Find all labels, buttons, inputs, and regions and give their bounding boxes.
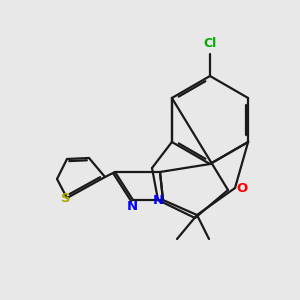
Text: O: O [236,182,247,194]
Text: N: N [126,200,138,214]
Text: N: N [152,194,164,208]
Text: S: S [61,193,71,206]
Text: Cl: Cl [203,37,217,50]
